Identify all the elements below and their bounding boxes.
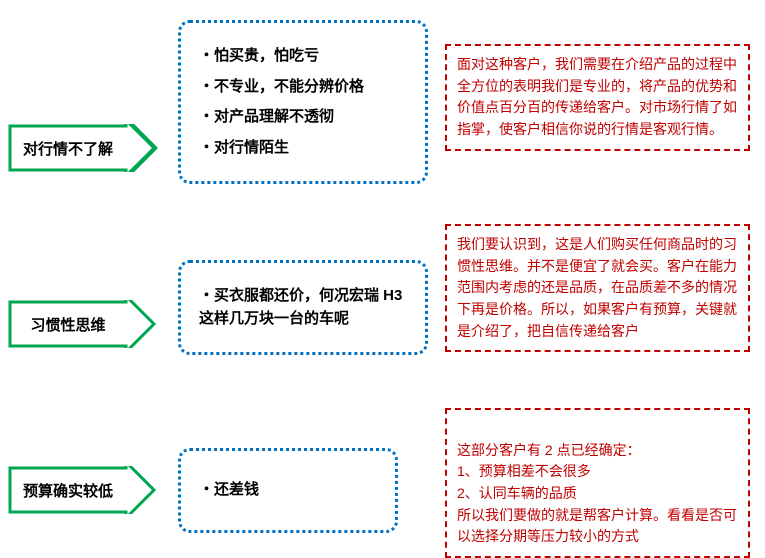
- arrow-market: 对行情不了解: [8, 124, 158, 172]
- mid-market-item: 不专业，不能分辨价格: [199, 76, 407, 99]
- right-market-text: 面对这种客户，我们需要在介绍产品的过程中全方位的表明我们是专业的，将产品的优势和…: [457, 56, 737, 137]
- right-budget: 这部分客户有 2 点已经确定： 1、预算相差不会很多 2、认同车辆的品质 所以我…: [445, 408, 750, 558]
- mid-habit: 买衣服都还价，何况宏瑞 H3 这样几万块一台的车呢: [178, 260, 428, 355]
- arrow-budget: 预算确实较低: [8, 466, 158, 514]
- mid-market-item: 对产品理解不透彻: [199, 106, 407, 129]
- mid-habit-item: 买衣服都还价，何况宏瑞 H3 这样几万块一台的车呢: [199, 285, 407, 330]
- arrow-habit: 习惯性思维: [8, 300, 158, 348]
- mid-budget: 还差钱: [178, 448, 398, 533]
- mid-market-item: 对行情陌生: [199, 137, 407, 160]
- mid-budget-item: 还差钱: [199, 479, 377, 502]
- arrow-budget-label: 预算确实较低: [8, 466, 128, 514]
- right-habit: 我们要认识到，这是人们购买任何商品时的习惯性思维。并不是便宜了就会买。客户在能力…: [445, 224, 750, 352]
- mid-market: 怕买贵，怕吃亏 不专业，不能分辨价格 对产品理解不透彻 对行情陌生: [178, 20, 428, 184]
- right-habit-text: 我们要认识到，这是人们购买任何商品时的习惯性思维。并不是便宜了就会买。客户在能力…: [457, 236, 737, 339]
- right-budget-text: 这部分客户有 2 点已经确定： 1、预算相差不会很多 2、认同车辆的品质 所以我…: [457, 442, 737, 545]
- mid-market-item: 怕买贵，怕吃亏: [199, 45, 407, 68]
- arrow-market-label: 对行情不了解: [8, 124, 128, 172]
- right-market: 面对这种客户，我们需要在介绍产品的过程中全方位的表明我们是专业的，将产品的优势和…: [445, 44, 750, 151]
- arrow-habit-label: 习惯性思维: [8, 300, 128, 348]
